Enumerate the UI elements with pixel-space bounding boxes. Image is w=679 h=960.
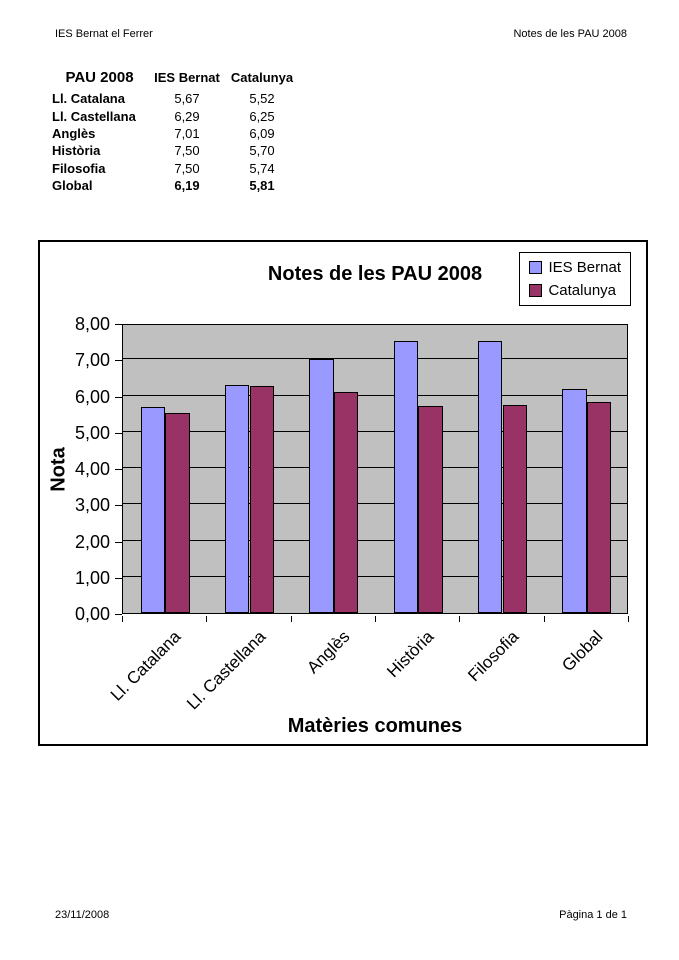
x-axis-tick	[459, 616, 461, 622]
chart-title: Notes de les PAU 2008	[267, 263, 483, 285]
y-axis-tick-label: 3,00	[74, 495, 110, 516]
table-cell: 6,29	[174, 108, 200, 124]
table-row-label: Història	[52, 143, 101, 159]
table-header-ies-bernat: IES Bernat	[154, 69, 220, 85]
x-category-label-ll-catalana: Ll. Catalana	[106, 627, 185, 705]
page-footer: 23/11/2008 Pàgina 1 de 1	[55, 908, 627, 922]
y-axis-tick	[115, 505, 122, 507]
bar-ies-bernat-angl-s	[309, 358, 334, 613]
table-row-label: Anglès	[52, 125, 96, 141]
x-axis-title: Matèries comunes	[287, 715, 463, 737]
legend-label: Catalunya	[548, 282, 616, 299]
table-row-label: Ll. Catalana	[52, 91, 125, 107]
y-axis-tick	[115, 469, 122, 470]
legend-entry-ies-bernat: IES Bernat	[529, 259, 621, 276]
y-axis-tick-label: 4,00	[74, 459, 110, 479]
gridline	[123, 394, 627, 396]
y-axis-tick	[115, 324, 122, 325]
x-axis-tick	[290, 616, 292, 622]
header-right-text: Notes de les PAU 2008	[513, 28, 627, 40]
bar-catalunya-hist-ria	[418, 406, 443, 613]
y-axis-tick	[115, 396, 122, 398]
gridline	[123, 358, 627, 360]
table-row-label: Ll. Castellana	[52, 108, 136, 124]
bar-chart: Notes de les PAU 2008 IES Bernat Catalun…	[38, 240, 648, 746]
y-axis-tick	[115, 432, 122, 434]
table-cell: 6,25	[249, 108, 275, 124]
bar-ies-bernat-hist-ria	[393, 341, 419, 613]
y-axis-tick	[115, 541, 122, 543]
x-category-label-hist-ria: Història	[383, 627, 438, 682]
bar-ies-bernat-ll-castellana	[225, 385, 250, 613]
x-axis-tick	[628, 616, 629, 622]
y-axis-tick	[115, 614, 122, 615]
legend-swatch-icon	[529, 261, 543, 274]
x-category-label-global: Global	[558, 627, 607, 676]
bar-catalunya-ll-catalana	[165, 412, 190, 613]
x-category-label-angl-s: Anglès	[303, 627, 354, 678]
bar-catalunya-ll-castellana	[249, 386, 274, 613]
x-axis-tick	[543, 616, 545, 622]
footer-page-number: Pàgina 1 de 1	[559, 909, 627, 921]
gridline	[123, 467, 627, 468]
chart-legend: IES Bernat Catalunya	[519, 252, 631, 306]
legend-label: IES Bernat	[548, 259, 621, 276]
bar-ies-bernat-ll-catalana	[140, 407, 166, 613]
x-axis-tick	[375, 616, 376, 622]
table-cell: 5,70	[249, 143, 275, 159]
legend-swatch-icon	[529, 284, 543, 297]
y-axis-tick	[115, 360, 122, 362]
table-cell: 7,50	[174, 160, 200, 176]
y-axis-tick-label: 5,00	[74, 422, 110, 443]
bar-catalunya-angl-s	[333, 392, 359, 613]
gridline	[123, 430, 627, 432]
y-axis-tick-label: 1,00	[74, 567, 110, 588]
y-axis-tick-label: 6,00	[74, 386, 110, 407]
gridline	[123, 539, 627, 541]
grades-table: PAU 2008 IES Bernat Catalunya Ll. Catala…	[52, 64, 297, 194]
table-cell: 7,01	[174, 125, 200, 141]
table-cell: 5,67	[174, 91, 200, 107]
page-header: IES Bernat el Ferrer Notes de les PAU 20…	[55, 27, 627, 41]
bar-catalunya-filosofia	[502, 404, 527, 613]
bar-ies-bernat-filosofia	[478, 341, 503, 613]
y-axis-tick	[115, 577, 122, 579]
bar-ies-bernat-global	[562, 388, 587, 613]
footer-date: 23/11/2008	[55, 909, 110, 921]
table-row-label: Global	[52, 178, 93, 194]
x-axis-tick	[206, 616, 208, 622]
table-cell: 5,74	[249, 160, 275, 176]
table-row-label: Filosofia	[52, 160, 106, 176]
x-category-label-filosofia: Filosofia	[463, 627, 522, 686]
table-cell: 7,50	[174, 143, 200, 159]
legend-entry-catalunya: Catalunya	[529, 282, 621, 299]
gridline	[123, 503, 627, 505]
table-header-title: PAU 2008	[65, 68, 134, 86]
x-category-label-ll-castellana: Ll. Castellana	[182, 627, 269, 714]
bar-catalunya-global	[586, 402, 612, 613]
gridline	[123, 575, 627, 577]
y-axis-tick-label: 2,00	[74, 531, 110, 552]
table-cell: 5,81	[249, 178, 275, 194]
x-axis-tick	[122, 616, 123, 622]
y-axis-tick-label: 8,00	[74, 314, 110, 334]
table-cell: 6,19	[174, 178, 200, 194]
y-axis-tick-label: 7,00	[74, 350, 110, 371]
header-left-text: IES Bernat el Ferrer	[55, 28, 153, 40]
y-axis-tick-label: 0,00	[74, 604, 110, 624]
table-cell: 5,52	[249, 91, 275, 107]
table-cell: 6,09	[249, 125, 275, 141]
plot-area	[122, 324, 628, 614]
table-header-catalunya: Catalunya	[230, 69, 294, 85]
